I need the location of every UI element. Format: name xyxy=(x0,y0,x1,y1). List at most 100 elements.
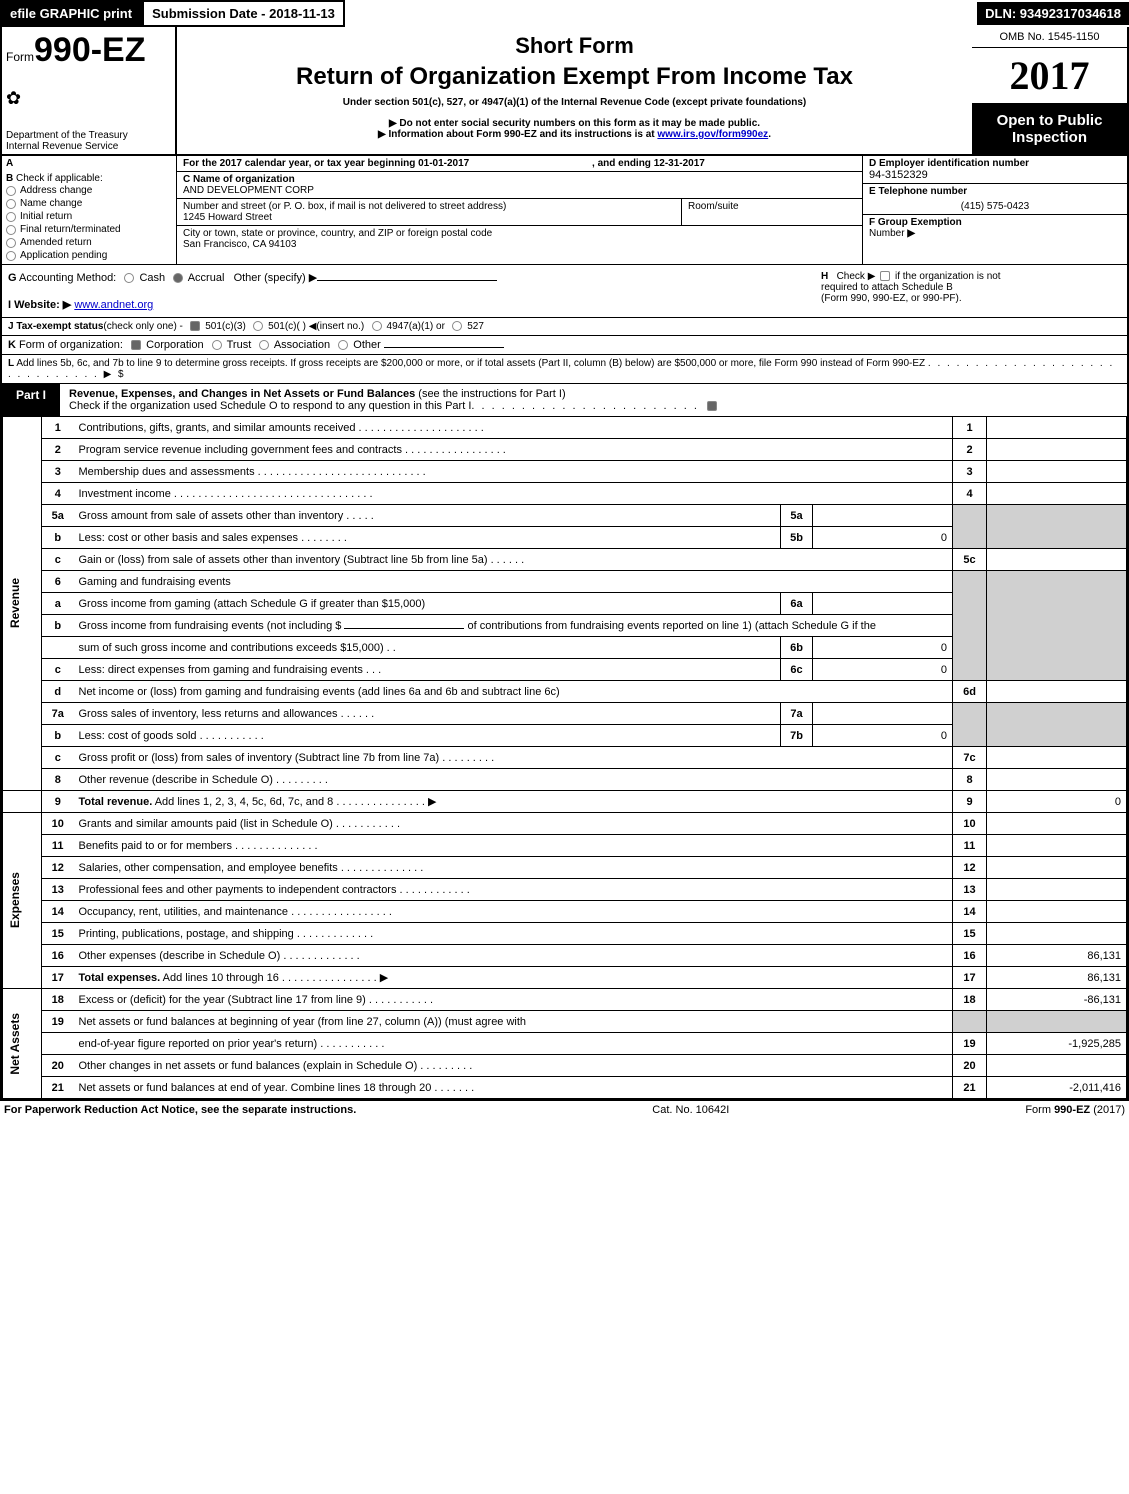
section-l: L Add lines 5b, 6c, and 7b to line 9 to … xyxy=(0,355,1129,384)
section-h-text3: required to attach Schedule B xyxy=(821,282,953,293)
l14-num: 14 xyxy=(42,901,74,923)
line-9: 9 Total revenue. Add lines 1, 2, 3, 4, 5… xyxy=(3,791,1127,813)
l11-amount xyxy=(987,835,1127,857)
chk-501c[interactable] xyxy=(253,321,263,331)
line-6d: d Net income or (loss) from gaming and f… xyxy=(3,681,1127,703)
l21-linenum: 21 xyxy=(953,1077,987,1099)
chk-527[interactable] xyxy=(452,321,462,331)
line-2: 2 Program service revenue including gove… xyxy=(3,439,1127,461)
form-word: Form xyxy=(6,50,34,64)
radio-accrual[interactable] xyxy=(173,273,183,283)
l1-num: 1 xyxy=(42,417,74,439)
chk-initial-return[interactable]: Initial return xyxy=(6,210,172,223)
part1-label: Part I xyxy=(2,384,61,416)
line-21: 21 Net assets or fund balances at end of… xyxy=(3,1077,1127,1099)
chk-4947[interactable] xyxy=(372,321,382,331)
chk-corporation[interactable] xyxy=(131,340,141,350)
checkbox-schedule-b[interactable] xyxy=(880,271,890,281)
efile-print-button[interactable]: efile GRAPHIC print xyxy=(0,0,142,27)
line-20: 20 Other changes in net assets or fund b… xyxy=(3,1055,1127,1077)
side-expenses-label: Expenses xyxy=(8,872,22,928)
chk-application-pending[interactable]: Application pending xyxy=(6,249,172,262)
l6d-linenum: 6d xyxy=(953,681,987,703)
chk-address-change[interactable]: Address change xyxy=(6,184,172,197)
opt-association: Association xyxy=(274,339,330,351)
info-about-text: ▶ Information about Form 990-EZ and its … xyxy=(378,129,771,140)
l16-desc: Other expenses (describe in Schedule O) … xyxy=(74,945,953,967)
line-11: 11 Benefits paid to or for members . . .… xyxy=(3,835,1127,857)
l6d-desc: Net income or (loss) from gaming and fun… xyxy=(74,681,953,703)
l6a-num: a xyxy=(42,593,74,615)
chk-final-return[interactable]: Final return/terminated xyxy=(6,223,172,236)
opt-other-org: Other xyxy=(353,339,381,351)
lines-table: Revenue 1 Contributions, gifts, grants, … xyxy=(2,416,1127,1099)
l18-desc: Excess or (deficit) for the year (Subtra… xyxy=(74,989,953,1011)
l12-amount xyxy=(987,857,1127,879)
l6b-desc1: Gross income from fundraising events (no… xyxy=(74,615,953,637)
footer-right-bold: 990-EZ xyxy=(1054,1104,1090,1116)
section-j: J Tax-exempt status(check only one) - 50… xyxy=(0,318,1129,336)
l6b-num: b xyxy=(42,615,74,637)
chk-schedule-o[interactable] xyxy=(707,401,717,411)
l15-num: 15 xyxy=(42,923,74,945)
l6c-desc: Less: direct expenses from gaming and fu… xyxy=(74,659,781,681)
l7a-subval xyxy=(813,703,953,725)
l6b-blank[interactable] xyxy=(344,628,464,629)
l11-linenum: 11 xyxy=(953,835,987,857)
part1-check-dots: . . . . . . . . . . . . . . . . . . . . … xyxy=(471,400,699,412)
line-4: 4 Investment income . . . . . . . . . . … xyxy=(3,483,1127,505)
l6b-subval: 0 xyxy=(813,637,953,659)
l6b-num2 xyxy=(42,637,74,659)
l6b-subnum: 6b xyxy=(781,637,813,659)
chk-501c3[interactable] xyxy=(190,321,200,331)
section-g-h: G Accounting Method: Cash Accrual Other … xyxy=(0,265,1129,318)
chk-amended-return-label: Amended return xyxy=(20,237,92,248)
form990ez-link[interactable]: www.irs.gov/form990ez xyxy=(657,129,768,140)
city-label: City or town, state or province, country… xyxy=(183,228,856,239)
return-title: Return of Organization Exempt From Incom… xyxy=(296,63,853,91)
do-not-enter-text: ▶ Do not enter social security numbers o… xyxy=(389,118,760,129)
org-name: AND DEVELOPMENT CORP xyxy=(183,185,856,196)
irs-logo-icon: ✿ xyxy=(6,88,171,109)
opt-corporation: Corporation xyxy=(146,339,203,351)
l1-linenum: 1 xyxy=(953,417,987,439)
chk-other-org[interactable] xyxy=(338,340,348,350)
l2-num: 2 xyxy=(42,439,74,461)
chk-amended-return[interactable]: Amended return xyxy=(6,236,172,249)
section-g-label: Accounting Method: xyxy=(19,272,116,284)
l6-shade-amt xyxy=(987,571,1127,681)
chk-trust[interactable] xyxy=(212,340,222,350)
other-org-input[interactable] xyxy=(384,347,504,348)
chk-final-return-label: Final return/terminated xyxy=(20,224,121,235)
l4-num: 4 xyxy=(42,483,74,505)
l2-linenum: 2 xyxy=(953,439,987,461)
website-link[interactable]: www.andnet.org xyxy=(74,299,153,311)
l7ab-shade xyxy=(953,703,987,747)
top-bar: efile GRAPHIC print Submission Date - 20… xyxy=(0,0,1129,27)
radio-cash[interactable] xyxy=(124,273,134,283)
section-h-prefix: H xyxy=(821,271,828,282)
l5c-linenum: 5c xyxy=(953,549,987,571)
section-f-label2: Number xyxy=(869,228,905,239)
l5c-amount xyxy=(987,549,1127,571)
chk-association[interactable] xyxy=(259,340,269,350)
l19-num2 xyxy=(42,1033,74,1055)
omb-number: OMB No. 1545-1150 xyxy=(972,27,1127,48)
l7b-subval: 0 xyxy=(813,725,953,747)
form-number: Form990-EZ xyxy=(6,31,171,70)
lines-table-wrap: Revenue 1 Contributions, gifts, grants, … xyxy=(0,416,1129,1101)
line-12: 12 Salaries, other compensation, and emp… xyxy=(3,857,1127,879)
l10-desc: Grants and similar amounts paid (list in… xyxy=(74,813,953,835)
line-3: 3 Membership dues and assessments . . . … xyxy=(3,461,1127,483)
l13-amount xyxy=(987,879,1127,901)
section-a-ending: , and ending 12-31-2017 xyxy=(592,158,705,169)
opt-accrual: Accrual xyxy=(188,272,225,284)
page-footer: For Paperwork Reduction Act Notice, see … xyxy=(0,1101,1129,1119)
chk-name-change[interactable]: Name change xyxy=(6,197,172,210)
l21-num: 21 xyxy=(42,1077,74,1099)
l13-linenum: 13 xyxy=(953,879,987,901)
other-specify-input[interactable] xyxy=(317,280,497,281)
l5ab-shade-amt xyxy=(987,505,1127,549)
footer-right-post: (2017) xyxy=(1090,1104,1125,1116)
l6a-subval xyxy=(813,593,953,615)
